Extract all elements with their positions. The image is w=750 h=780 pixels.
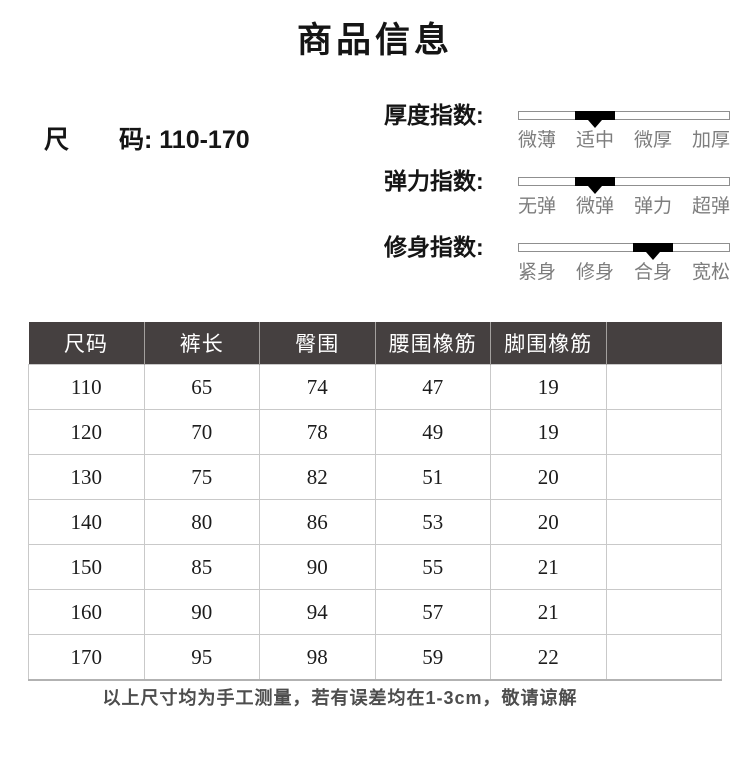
scale-label: 合身: [633, 262, 672, 283]
table-cell: 95: [143, 634, 260, 681]
table-cell: 21: [490, 589, 607, 635]
scale-label: 弹力: [633, 196, 672, 217]
table-cell: 21: [490, 544, 607, 590]
table-cell: 70: [143, 409, 260, 455]
table-cell: 49: [374, 409, 491, 455]
table-cell: 98: [259, 634, 376, 681]
scale-labels: 微薄 适中 微厚 加厚: [518, 130, 730, 152]
index-sliders: 厚度指数: 微薄 适中 微厚 加厚 弹力指数:: [384, 99, 730, 297]
table-row: 120 70 78 49 19: [28, 409, 722, 455]
size-range-text: 尺 码: 110-170: [44, 126, 250, 154]
scale-label: 宽松: [691, 262, 730, 283]
size-table-header: 尺码 裤长 臀围 腰围橡筋 脚围橡筋: [28, 322, 722, 365]
table-cell: 22: [490, 634, 607, 681]
table-row: 170 95 98 59 22: [28, 634, 722, 681]
scale-label: 微薄: [518, 130, 557, 151]
table-cell: 160: [28, 589, 145, 635]
table-cell: 85: [143, 544, 260, 590]
table-cell: 53: [374, 499, 491, 545]
header-row: 尺码 裤长 臀围 腰围橡筋 脚围橡筋: [28, 322, 722, 365]
table-cell: 86: [259, 499, 376, 545]
scale-bar: [518, 177, 730, 194]
scale-label: 微厚: [633, 130, 672, 151]
elasticity-indicator: 弹力指数: 无弹 微弹 弹力 超弹: [384, 165, 730, 218]
scale-label: 微弹: [575, 196, 614, 217]
fit-indicator: 修身指数: 紧身 修身 合身 宽松: [384, 231, 730, 284]
table-cell: 80: [143, 499, 260, 545]
scale-marker: [632, 243, 673, 260]
table-cell: 120: [28, 409, 145, 455]
table-cell: 19: [490, 409, 607, 455]
column-header-empty: [606, 322, 722, 365]
column-header-waist-elastic: 腰围橡筋: [375, 322, 491, 365]
indicator-scale: 无弹 微弹 弹力 超弹: [518, 165, 730, 218]
table-row: 130 75 82 51 20: [28, 454, 722, 500]
scale-labels: 无弹 微弹 弹力 超弹: [518, 196, 730, 218]
table-cell: 20: [490, 499, 607, 545]
column-header-pant-length: 裤长: [144, 322, 260, 365]
indicator-title: 弹力指数:: [384, 168, 484, 194]
column-header-size: 尺码: [28, 322, 145, 365]
table-cell: 74: [259, 364, 376, 410]
table-cell: [605, 409, 722, 455]
table-cell: 47: [374, 364, 491, 410]
triangle-pointer-icon: [588, 186, 603, 194]
table-row: 150 85 90 55 21: [28, 544, 722, 590]
indicator-title: 厚度指数:: [384, 102, 484, 128]
table-cell: 110: [28, 364, 145, 410]
scale-label: 修身: [575, 262, 614, 283]
scale-label: 适中: [575, 130, 614, 151]
table-cell: 75: [143, 454, 260, 500]
scale-labels: 紧身 修身 合身 宽松: [518, 262, 730, 284]
table-cell: 150: [28, 544, 145, 590]
scale-label: 无弹: [518, 196, 557, 217]
table-cell: 78: [259, 409, 376, 455]
table-row: 140 80 86 53 20: [28, 499, 722, 545]
thickness-indicator: 厚度指数: 微薄 适中 微厚 加厚: [384, 99, 730, 152]
table-cell: [605, 544, 722, 590]
table-cell: [605, 589, 722, 635]
scale-label: 紧身: [518, 262, 557, 283]
table-cell: [605, 634, 722, 681]
table-cell: [605, 499, 722, 545]
triangle-pointer-icon: [645, 252, 660, 260]
size-table-body: 110 65 74 47 19 120 70 78 49 19 130 75 82 51 20 140 80 86…: [28, 364, 722, 681]
table-cell: 82: [259, 454, 376, 500]
indicator-scale: 微薄 适中 微厚 加厚: [518, 99, 730, 152]
table-cell: [605, 454, 722, 500]
scale-bar: [518, 243, 730, 260]
table-cell: 51: [374, 454, 491, 500]
table-cell: 57: [374, 589, 491, 635]
table-cell: 55: [374, 544, 491, 590]
scale-label: 超弹: [691, 196, 730, 217]
scale-marker: [575, 111, 616, 128]
indicator-title: 修身指数:: [384, 234, 484, 260]
size-chart-table: 尺码 裤长 臀围 腰围橡筋 脚围橡筋 110 65 74 47 19 120 70 78 49 1…: [28, 322, 722, 681]
scale-label: 加厚: [691, 130, 730, 151]
table-cell: 59: [374, 634, 491, 681]
triangle-pointer-icon: [588, 120, 603, 128]
measurement-disclaimer: 以上尺寸均为手工测量，若有误差均在1-3cm，敬请谅解: [102, 688, 578, 708]
table-cell: 130: [28, 454, 145, 500]
indicator-scale: 紧身 修身 合身 宽松: [518, 231, 730, 284]
table-cell: 90: [143, 589, 260, 635]
table-cell: 19: [490, 364, 607, 410]
page-title: 商品信息: [296, 21, 453, 60]
table-cell: 170: [28, 634, 145, 681]
table-cell: 140: [28, 499, 145, 545]
table-row: 110 65 74 47 19: [28, 364, 722, 410]
column-header-hip: 臀围: [259, 322, 376, 365]
table-cell: 20: [490, 454, 607, 500]
scale-marker: [575, 177, 616, 194]
table-cell: 65: [143, 364, 260, 410]
table-cell: 94: [259, 589, 376, 635]
table-cell: [605, 364, 722, 410]
scale-bar: [518, 111, 730, 128]
table-cell: 90: [259, 544, 376, 590]
table-row: 160 90 94 57 21: [28, 589, 722, 635]
column-header-leg-elastic: 脚围橡筋: [490, 322, 607, 365]
